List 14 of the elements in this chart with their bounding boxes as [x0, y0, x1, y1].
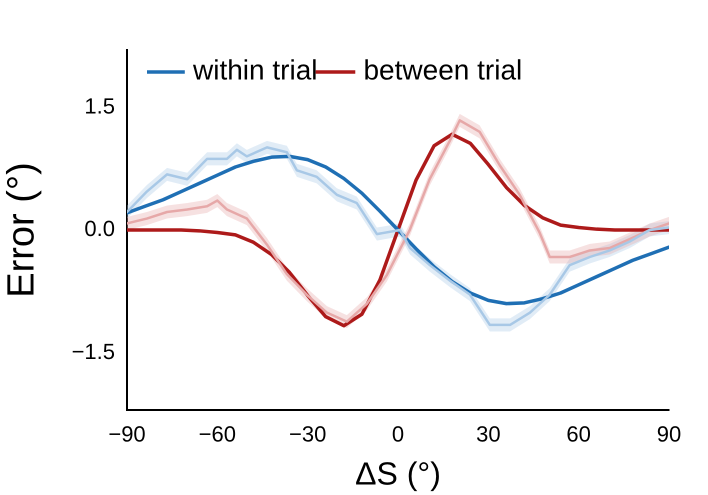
y-tick-label: −1.5: [72, 338, 115, 364]
y-tick-label: 0.0: [84, 216, 115, 242]
x-tick-label: −90: [108, 421, 146, 446]
x-axis-title: ΔS (°): [355, 456, 441, 492]
x-tick-label: 30: [476, 421, 501, 446]
y-tick-label: 1.5: [84, 93, 115, 118]
x-tick-label: 90: [656, 421, 682, 446]
y-axis-title: Error (°): [0, 162, 42, 298]
legend-label: within trial: [192, 54, 318, 86]
x-tick-label: 0: [392, 421, 404, 446]
x-tick-label: 60: [566, 421, 591, 446]
legend-label: between trial: [363, 54, 522, 86]
x-tick-label: −60: [198, 421, 236, 446]
x-tick-label: −30: [289, 421, 326, 446]
